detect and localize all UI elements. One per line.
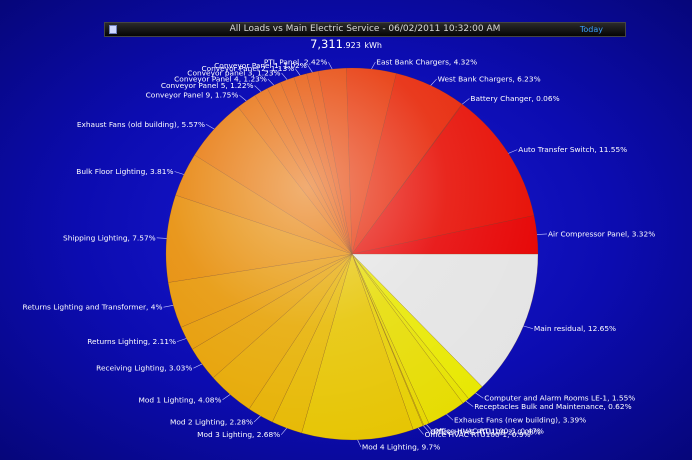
slice-label-ptl-panel: PTL Panel, 2.42% [264, 58, 328, 67]
slice-label-mod-4-lighting: Mod 4 Lighting, 9.7% [362, 442, 440, 451]
leader-line [475, 392, 484, 399]
leader-line [465, 400, 474, 407]
slice-label-returns-lighting-and-transformer: Returns Lighting and Transformer, 4% [23, 303, 163, 312]
slice-label-exhaust-fans-old-building: Exhaust Fans (old building), 5.57% [77, 120, 205, 129]
slice-label-shipping-lighting: Shipping Lighting, 7.57% [63, 233, 156, 242]
slice-label-bulk-floor-lighting: Bulk Floor Lighting, 3.81% [76, 167, 173, 176]
leader-line [222, 394, 231, 401]
leader-line [281, 72, 288, 80]
leader-line [156, 237, 167, 239]
slice-label-mod-2-lighting: Mod 2 Lighting, 2.28% [170, 418, 253, 427]
slice-label-air-compressor-panel: Air Compressor Panel, 3.32% [548, 229, 655, 238]
slice-label-battery-changer: Battery Changer, 0.06% [470, 94, 559, 103]
slice-label-receiving-lighting: Receiving Lighting, 3.03% [96, 364, 192, 373]
slice-label-auto-transfer-switch: Auto Transfer Switch, 11.55% [518, 145, 627, 154]
today-button[interactable]: Today [579, 25, 603, 34]
slice-label-conveyor-panel-3: Conveyor panel 3, 1.23% [187, 69, 280, 78]
leader-line [267, 78, 275, 86]
slice-label-conveyor-panel-1: Conveyor Panel 1, 1.02% [214, 61, 307, 70]
leader-line [371, 61, 376, 70]
total-decimal: .923 [343, 41, 361, 50]
leader-line [523, 325, 533, 329]
leader-line [446, 413, 454, 421]
slice-label-conveyor-panel-9: Conveyor Panel 9, 1.75% [146, 91, 239, 100]
slice-label-conveyor-panel-4: Conveyor Panel 4, 1.23% [174, 74, 267, 83]
leader-line [239, 94, 247, 102]
leader-line [430, 78, 437, 86]
slice-label-receptacles-bulk-and-maintenance: Receptacles Bulk and Maintenance, 0.62% [474, 402, 631, 411]
leader-line [307, 65, 313, 73]
leader-line [176, 338, 187, 342]
leader-line [163, 305, 174, 308]
header-bar: All Loads vs Main Electric Service - 06/… [104, 22, 626, 37]
leader-line [508, 149, 518, 154]
leader-line [426, 424, 433, 432]
leader-line [174, 171, 184, 175]
slice-label-east-bank-chargers: East Bank Chargers, 4.32% [376, 58, 477, 67]
slice-label-main-residual: Main residual, 12.65% [534, 324, 616, 333]
chart-title: All Loads vs Main Electric Service - 06/… [229, 24, 501, 34]
leader-line [254, 85, 262, 92]
leader-line [536, 233, 548, 235]
slice-label-mod-1-lighting: Mod 1 Lighting, 4.08% [138, 395, 221, 404]
slice-label-conveyor-panel-5: Conveyor Panel 5, 1.22% [161, 81, 254, 90]
leader-line [294, 68, 301, 76]
total-value: 7,311 [310, 37, 343, 51]
total-unit: kWh [364, 41, 382, 50]
leader-line [357, 439, 362, 448]
slice-label-office-hvac-rtu100-1: Office HVAC RTU100-1, 0.9% [425, 430, 531, 439]
slice-label-west-bank-chargers: West Bank Chargers, 6.23% [438, 75, 541, 84]
leader-line [205, 124, 215, 130]
total-readout: 7,311.923 kWh [0, 37, 692, 51]
leader-line [253, 415, 261, 423]
slice-label-returns-lighting: Returns Lighting, 2.11% [87, 337, 176, 346]
slice-label-office-hvac-rtu100-2: Office HVAC RTU100-2, 0.08% [430, 428, 541, 437]
slice-label-conveyor-panel-2: Conveyor Panel 2, 1.13% [201, 64, 294, 73]
app-icon [109, 25, 117, 34]
leader-line [193, 363, 203, 369]
slice-label-office-hvac-rtu100-3: Office HVAC RTU100-3, 0.47% [433, 426, 544, 435]
slice-label-exhaust-fans-new-building: Exhaust Fans (new building), 3.39% [454, 416, 586, 425]
leader-line [328, 61, 333, 70]
slice-label-computer-and-alarm-rooms-le-1: Computer and Alarm Rooms LE-1, 1.55% [484, 394, 635, 403]
leader-line [280, 428, 287, 435]
leader-line [462, 98, 470, 105]
leader-line [423, 425, 430, 433]
slice-label-mod-3-lighting: Mod 3 Lighting, 2.68% [197, 430, 280, 439]
leader-line [417, 427, 424, 435]
